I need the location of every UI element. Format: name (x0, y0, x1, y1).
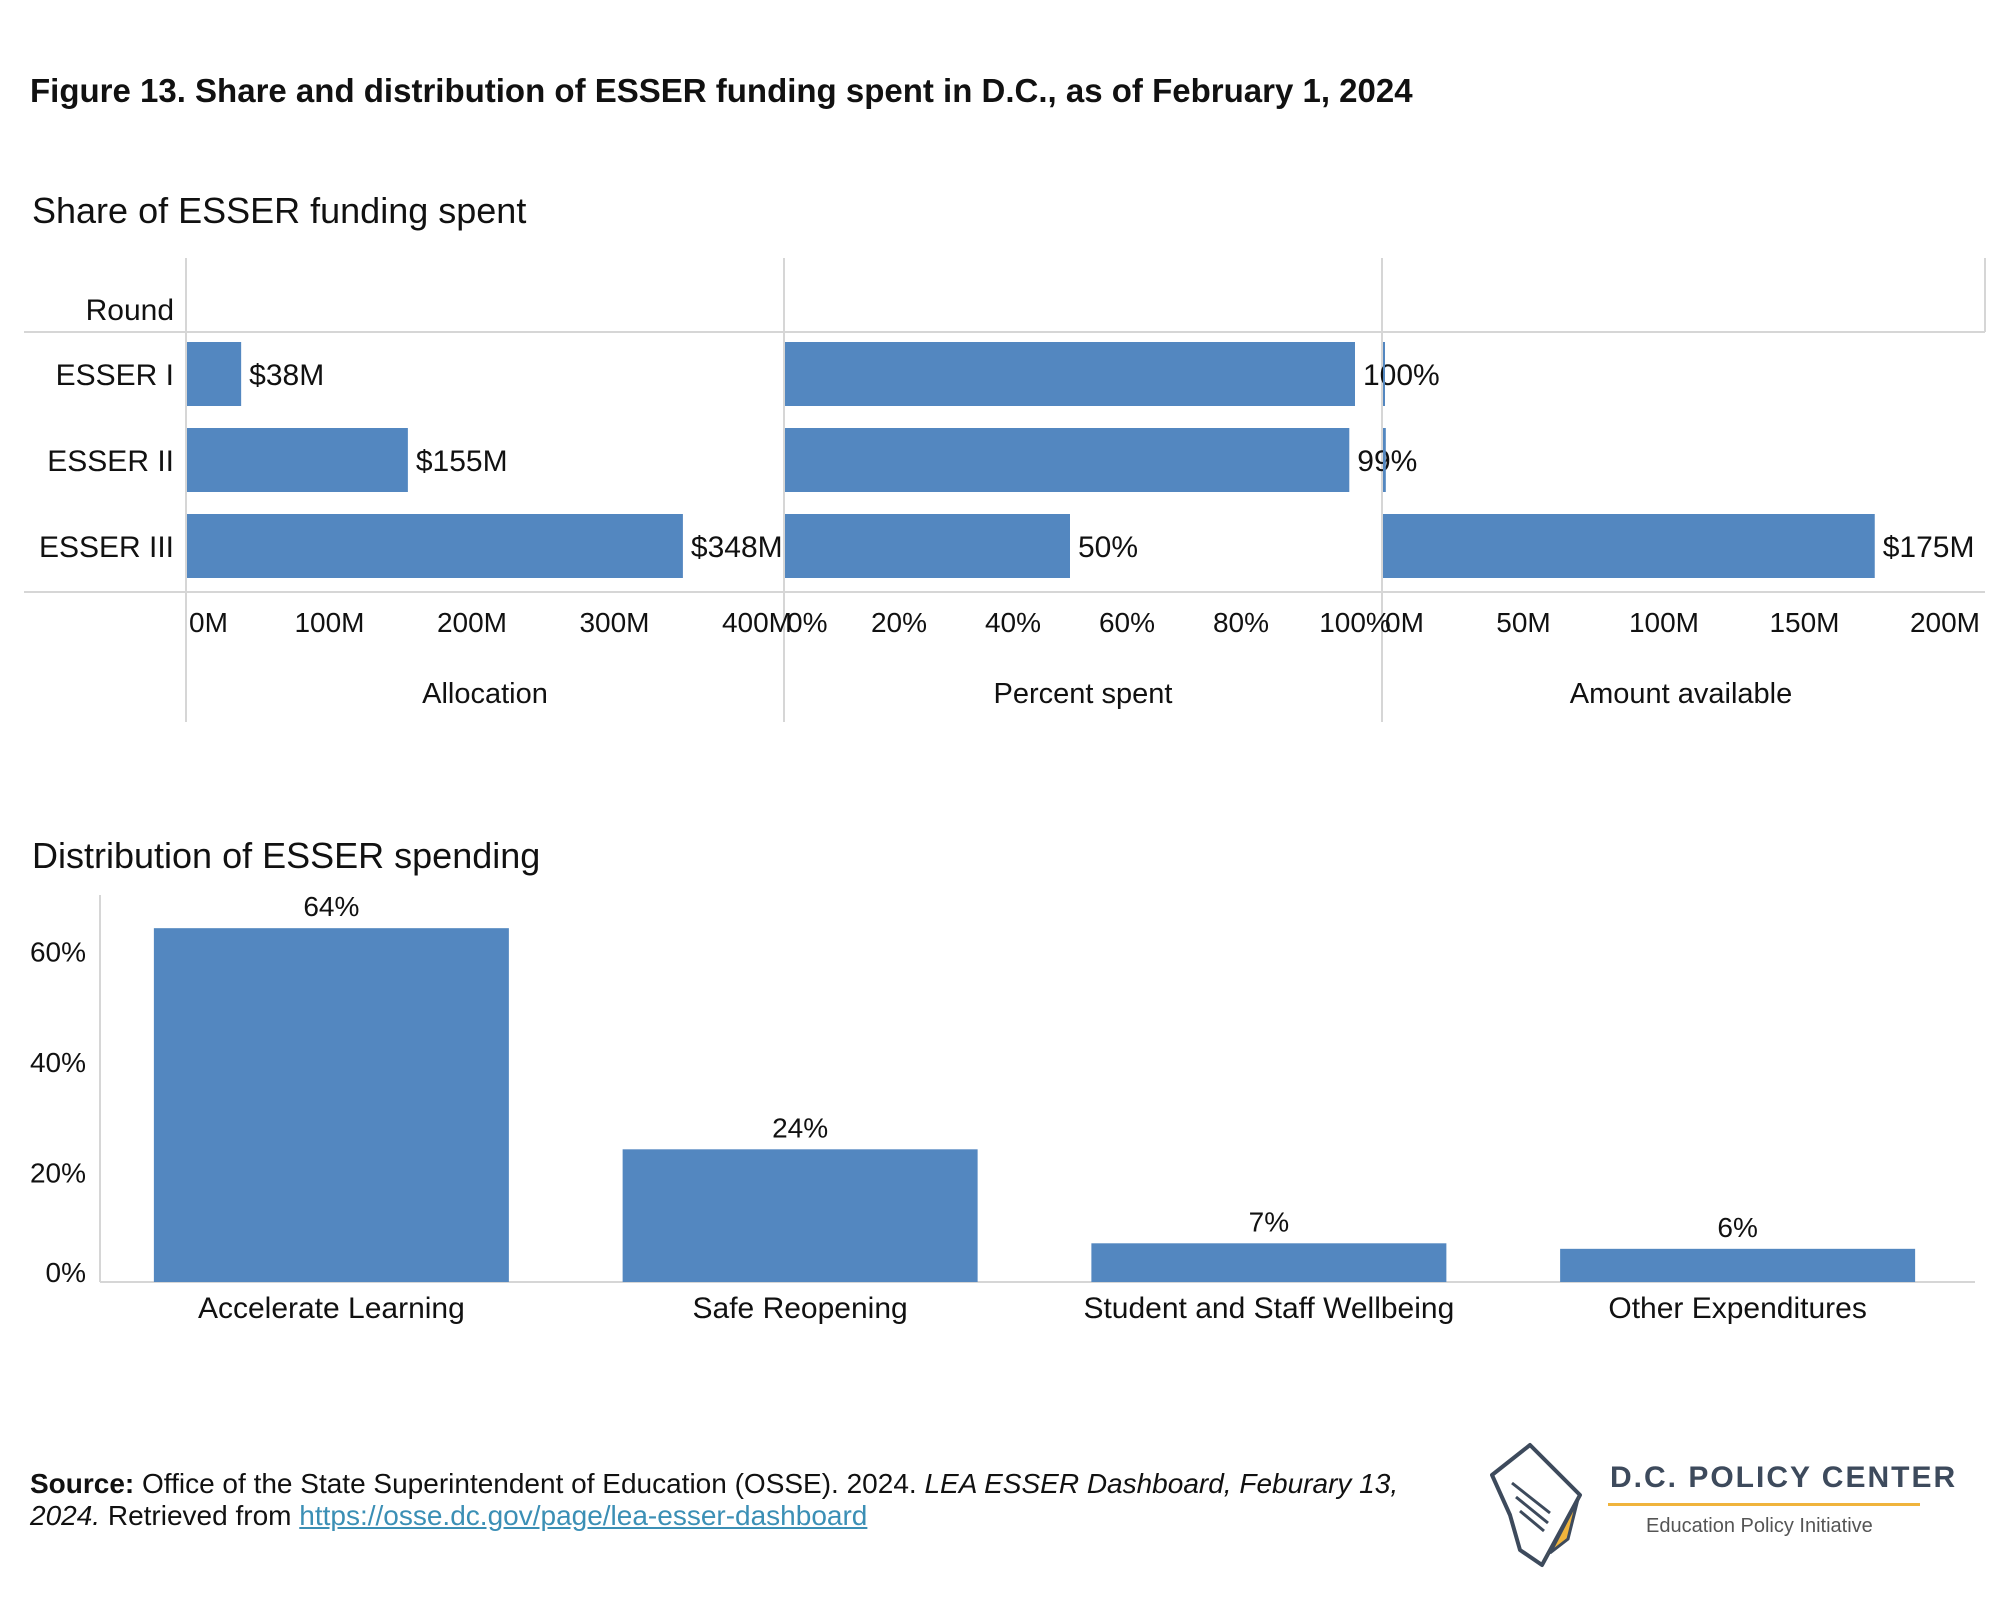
row-label: ESSER I (56, 359, 174, 392)
bar-percent-spent (785, 514, 1070, 578)
chart-canvas: Round ESSER I ESSER II ESSER III $38M $155M $3… (24, 258, 1986, 1325)
row-label: ESSER II (47, 445, 174, 478)
x-category-label: Safe Reopening (693, 1292, 908, 1325)
bar-allocation (187, 428, 408, 492)
x-tick-label: 20% (871, 607, 927, 638)
x-tick-label: 300M (579, 607, 649, 638)
logo-divider (1608, 1503, 1920, 1506)
bar-value-label: 64% (303, 891, 359, 922)
bar-percent-spent (785, 428, 1350, 492)
source-link[interactable]: https://osse.dc.gov/page/lea-esser-dashb… (299, 1500, 868, 1531)
bar-value-label: 24% (772, 1112, 828, 1143)
x-category-label: Student and Staff Wellbeing (1083, 1292, 1454, 1325)
y-tick-label: 40% (30, 1047, 86, 1078)
x-category-label: Other Expenditures (1608, 1292, 1866, 1325)
bar-value-label: $348M (691, 531, 783, 564)
distribution-bar (153, 928, 509, 1282)
dc-map-icon (1490, 1443, 1582, 1567)
x-tick-label: 100M (1629, 607, 1699, 638)
source-retrieved: Retrieved from (100, 1500, 300, 1531)
logo-name: D.C. POLICY CENTER (1610, 1461, 1958, 1494)
x-tick-label: 60% (1099, 607, 1155, 638)
panel-axis-title: Percent spent (994, 678, 1173, 710)
x-tick-label: 0% (787, 607, 827, 638)
bar-value-label: 7% (1249, 1206, 1289, 1237)
logo-subtitle: Education Policy Initiative (1646, 1515, 1873, 1537)
bar-value-label: $175M (1883, 531, 1975, 564)
share-chart-title: Share of ESSER funding spent (32, 190, 527, 231)
distribution-bar (1560, 1248, 1916, 1282)
row-label: ESSER III (39, 531, 174, 564)
panel-axis-title: Allocation (422, 678, 548, 710)
x-tick-label: 40% (985, 607, 1041, 638)
bar-value-label: 6% (1717, 1212, 1757, 1243)
y-tick-label: 60% (30, 936, 86, 967)
bar-value-label: 100% (1363, 359, 1440, 392)
source-label: Source: (30, 1468, 135, 1499)
source-text: Office of the State Superintendent of Ed… (142, 1468, 925, 1499)
bar-allocation (187, 342, 242, 406)
bar-value-label: 99% (1357, 445, 1417, 478)
source-note: Source: Office of the State Superintende… (30, 1468, 1430, 1532)
y-tick-label: 20% (30, 1157, 86, 1188)
distribution-bar (1091, 1243, 1447, 1282)
bar-amount-available (1383, 342, 1385, 406)
panel-axis-title: Amount available (1570, 678, 1792, 710)
bar-amount-available (1383, 428, 1386, 492)
x-tick-label: 100% (1319, 607, 1391, 638)
x-tick-label: 200M (1910, 607, 1980, 638)
bar-value-label: $155M (416, 445, 508, 478)
source-italic: LEA ESSER Dashboard, Feburary 13, 2024. (30, 1468, 1399, 1531)
x-tick-label: 400M (722, 607, 792, 638)
x-tick-label: 0M (1385, 607, 1424, 638)
distribution-chart-title: Distribution of ESSER spending (32, 835, 541, 876)
x-tick-label: 200M (437, 607, 507, 638)
row-header-label: Round (86, 294, 174, 327)
x-tick-label: 0M (189, 607, 228, 638)
figure-title: Figure 13. Share and distribution of ESS… (30, 72, 1413, 109)
x-tick-label: 150M (1769, 607, 1839, 638)
x-tick-label: 100M (294, 607, 364, 638)
bar-allocation (187, 514, 683, 578)
bar-value-label: $38M (249, 359, 324, 392)
dc-policy-center-logo: D.C. POLICY CENTER Education Policy Init… (1480, 1435, 1960, 1585)
bar-percent-spent (785, 342, 1355, 406)
x-tick-label: 80% (1213, 607, 1269, 638)
bar-value-label: 50% (1078, 531, 1138, 564)
y-tick-label: 0% (46, 1257, 86, 1288)
x-category-label: Accelerate Learning (198, 1292, 465, 1325)
distribution-bar (622, 1149, 978, 1282)
x-tick-label: 50M (1496, 607, 1550, 638)
bar-amount-available (1383, 514, 1875, 578)
